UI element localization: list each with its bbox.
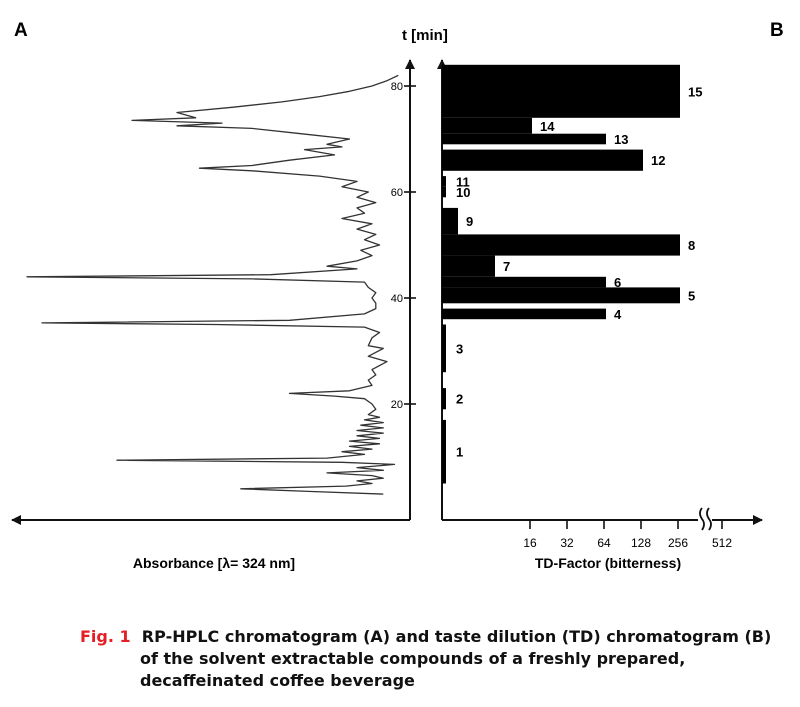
td-bar-label: 13: [614, 132, 628, 147]
td-bar: [442, 64, 680, 118]
time-tick-label: 20: [391, 399, 403, 411]
td-bar-label: 7: [503, 259, 510, 274]
td-bar-label: 1: [456, 445, 463, 460]
td-bar-label: 3: [456, 341, 463, 356]
figure-number: Fig. 1: [80, 627, 131, 646]
td-bar: [442, 324, 446, 373]
time-axis-ticks: 20 40 60 80: [391, 81, 416, 411]
td-bar: [442, 234, 680, 256]
td-bar: [442, 287, 680, 304]
time-axis-label: t [min]: [402, 27, 448, 44]
td-bar-label: 2: [456, 392, 463, 407]
td-bar: [442, 419, 446, 484]
td-bar-label: 9: [466, 214, 473, 229]
td-bar-label: 10: [456, 185, 470, 200]
caption-line-1: RP-HPLC chromatogram (A) and taste dilut…: [141, 627, 772, 646]
td-bar: [442, 255, 495, 277]
td-tick-label: 32: [560, 536, 574, 550]
caption-line-2: of the solvent extractable compounds of …: [140, 649, 686, 668]
td-bar: [442, 149, 643, 171]
panel-a-chromatogram: [26, 74, 399, 495]
td-bar: [442, 308, 606, 320]
td-bar: [442, 186, 446, 198]
panel-b-label: B: [770, 20, 784, 41]
td-bar-label: 14: [540, 119, 555, 134]
td-tick-label: 16: [523, 536, 537, 550]
td-tick-label: 128: [631, 536, 651, 550]
td-bar: [442, 207, 458, 235]
td-bar-label: 11: [456, 174, 470, 189]
caption-line-3: decaffeinated coffee beverage: [140, 671, 415, 690]
td-tick-label: 256: [668, 536, 688, 550]
td-tick-label: 64: [597, 536, 611, 550]
td-axis-ticks: 16 32 64 128 256 512: [523, 520, 732, 550]
td-bar: [442, 276, 606, 288]
td-bar-label: 8: [688, 238, 695, 253]
td-tick-label: 512: [712, 536, 732, 550]
td-bar-label: 5: [688, 288, 695, 303]
absorbance-axis-label: Absorbance [λ= 324 nm]: [133, 555, 295, 571]
time-tick-label: 80: [391, 81, 403, 93]
td-bar-label: 12: [651, 153, 665, 168]
panel-a-label: A: [14, 20, 28, 41]
td-bar: [442, 133, 606, 145]
td-bar: [442, 388, 446, 410]
td-bar: [442, 117, 532, 134]
time-tick-label: 40: [391, 293, 403, 305]
td-axis-break: [698, 507, 712, 531]
td-bar-label: 4: [614, 307, 622, 322]
figure: A B t [min] 20 40 60 80 Absorbance [λ= 324 …: [11, 20, 784, 571]
td-bar: [442, 176, 446, 187]
td-bar-label: 6: [614, 275, 621, 290]
figure-caption: Fig. 1 RP-HPLC chromatogram (A) and tast…: [80, 626, 780, 692]
time-axis: t [min] 20 40 60 80: [391, 27, 448, 520]
time-tick-label: 60: [391, 187, 403, 199]
td-axis-label: TD-Factor (bitterness): [535, 555, 681, 571]
td-bar-label: 15: [688, 84, 702, 99]
chromatogram-trace: [26, 74, 399, 495]
